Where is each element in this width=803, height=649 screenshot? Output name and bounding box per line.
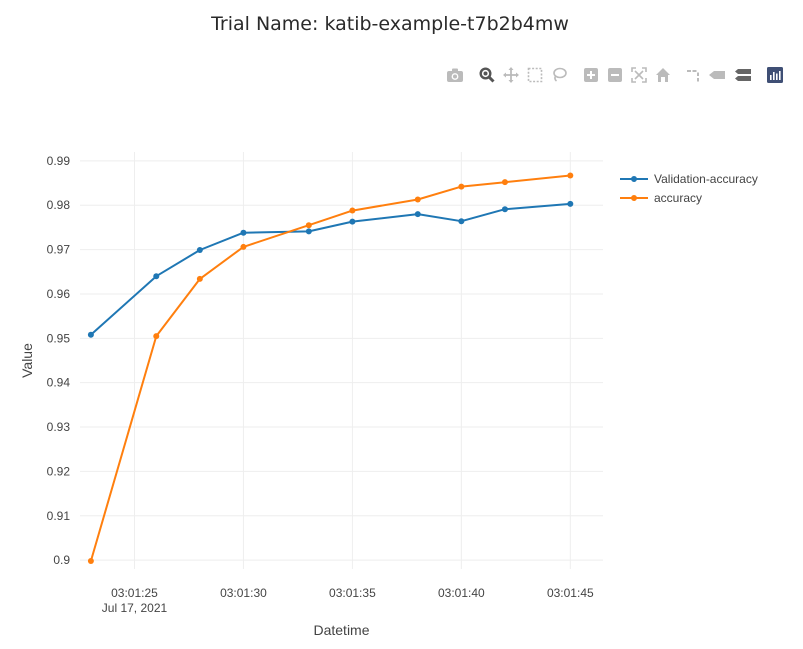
y-tick-label: 0.93: [47, 420, 71, 434]
y-axis-title: Value: [19, 343, 35, 378]
y-tick-label: 0.98: [47, 198, 71, 212]
chart-title: Trial Name: katib-example-t7b2b4mw: [211, 13, 569, 35]
data-point[interactable]: [349, 207, 356, 214]
x-tick-label: 03:01:40: [438, 586, 485, 600]
lasso-select-icon[interactable]: [550, 66, 568, 84]
home-icon[interactable]: [654, 66, 672, 84]
autoscale-icon[interactable]: [630, 66, 648, 84]
data-point[interactable]: [567, 200, 574, 207]
x-tick-label: 03:01:25: [111, 586, 158, 600]
hover-compare-icon[interactable]: [734, 66, 752, 84]
hover-closest-icon[interactable]: [708, 66, 726, 84]
data-point[interactable]: [153, 273, 160, 280]
data-point[interactable]: [240, 243, 247, 250]
data-point[interactable]: [305, 222, 312, 229]
data-point[interactable]: [501, 206, 508, 213]
y-tick-label: 0.94: [47, 376, 71, 390]
y-tick-label: 0.92: [47, 464, 71, 478]
data-point[interactable]: [196, 275, 203, 282]
legend-label[interactable]: accuracy: [654, 191, 702, 205]
zoom-out-icon[interactable]: [606, 66, 624, 84]
y-tick-label: 0.95: [47, 331, 71, 345]
spike-lines-icon[interactable]: [684, 66, 702, 84]
data-point[interactable]: [240, 229, 247, 236]
zoom-icon[interactable]: [478, 66, 496, 84]
data-point[interactable]: [414, 211, 421, 218]
x-axis-title: Datetime: [313, 622, 369, 638]
data-point[interactable]: [567, 172, 574, 179]
data-point[interactable]: [501, 179, 508, 186]
legend-marker[interactable]: [631, 176, 637, 182]
x-tick-label: 03:01:45: [547, 586, 594, 600]
x-tick-label: 03:01:30: [220, 586, 267, 600]
y-tick-label: 0.99: [47, 154, 71, 168]
data-point[interactable]: [87, 558, 94, 565]
pan-icon[interactable]: [502, 66, 520, 84]
zoom-in-icon[interactable]: [582, 66, 600, 84]
data-point[interactable]: [153, 333, 160, 340]
x-date-label: Jul 17, 2021: [102, 601, 168, 615]
plotly-logo-icon[interactable]: [766, 66, 784, 84]
series-line: [90, 202, 571, 336]
y-tick-label: 0.96: [47, 287, 71, 301]
legend-marker[interactable]: [631, 195, 637, 201]
y-tick-label: 0.91: [47, 509, 71, 523]
series-line: [89, 174, 571, 562]
data-point[interactable]: [196, 247, 203, 254]
x-tick-label: 03:01:35: [329, 586, 376, 600]
y-tick-label: 0.97: [47, 243, 71, 257]
data-point[interactable]: [414, 196, 421, 203]
data-point[interactable]: [87, 331, 94, 338]
camera-icon[interactable]: [446, 66, 464, 84]
data-point[interactable]: [458, 218, 465, 225]
data-point[interactable]: [458, 183, 465, 190]
y-tick-label: 0.9: [53, 553, 70, 567]
box-select-icon[interactable]: [526, 66, 544, 84]
legend-label[interactable]: Validation-accuracy: [654, 172, 758, 186]
data-point[interactable]: [349, 218, 356, 225]
data-point[interactable]: [305, 228, 312, 235]
